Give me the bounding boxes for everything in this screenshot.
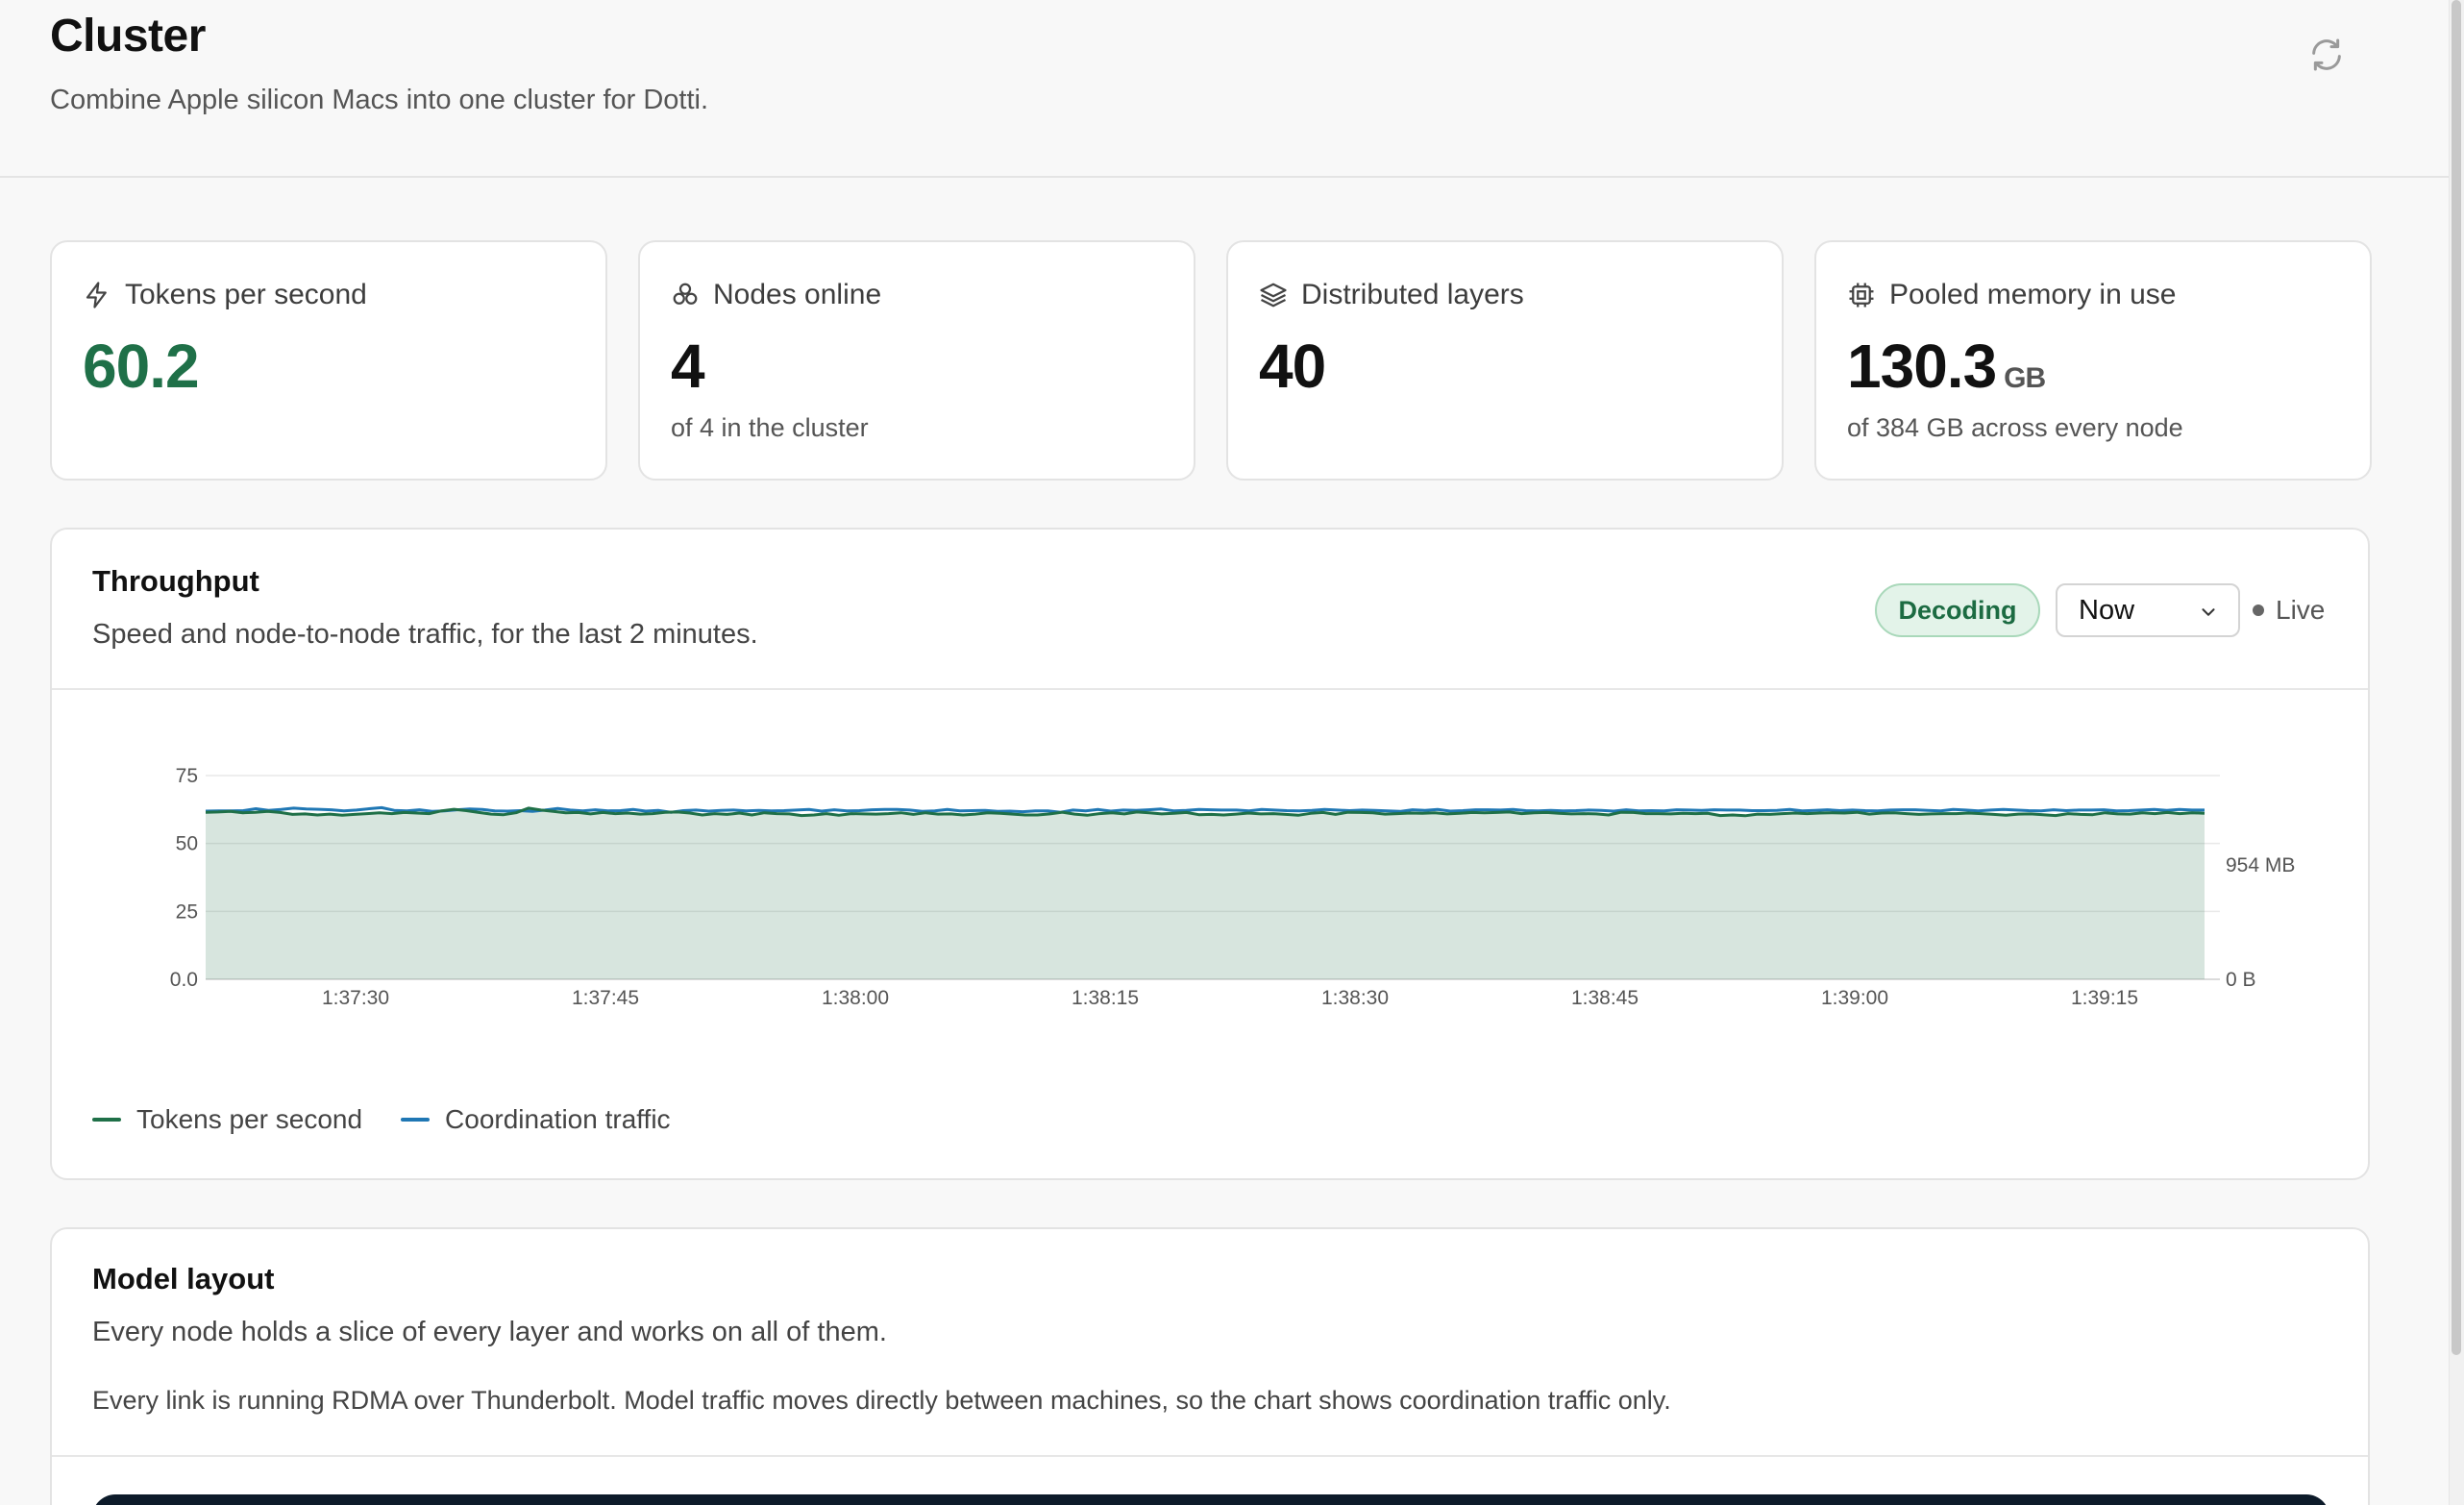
stat-value: 60.2 (83, 332, 200, 401)
stat-subtext: of 384 GB across every node (1847, 413, 2183, 442)
stat-label: Nodes online (713, 279, 882, 310)
throughput-chart: 0.0 25 50 75 0 B 954 MB 1:37:30 1:37:45 1:38:00 1… (170, 765, 2296, 1009)
throughput-title: Throughput (92, 564, 259, 598)
status-badge: Decoding (1875, 583, 2040, 637)
x-tick-label: 1:38:15 (1072, 987, 1139, 1009)
layers-icon (1260, 283, 1287, 308)
stat-card-memory: Pooled memory in use 130.3 GB of 384 GB a… (1814, 240, 2372, 481)
scrollbar-thumb[interactable] (2452, 0, 2461, 1355)
x-tick-label: 1:39:15 (2071, 987, 2138, 1009)
chart-legend: Tokens per second Coordination traffic (92, 1104, 671, 1135)
stat-value: 4 (671, 332, 705, 401)
legend-label: Tokens per second (136, 1104, 363, 1134)
y-tick-label: 50 (176, 833, 198, 855)
throughput-card: Throughput Speed and node-to-node traffi… (50, 528, 2370, 1180)
live-label: Live (2276, 595, 2326, 625)
x-tick-label: 1:37:45 (572, 987, 639, 1009)
y-tick-label: 75 (176, 765, 198, 787)
x-tick-label: 1:38:45 (1571, 987, 1639, 1009)
live-dot-icon (2253, 604, 2264, 616)
model-layout-note: Every link is running RDMA over Thunderb… (92, 1386, 1671, 1415)
stat-value: 130.3 GB (1847, 331, 2046, 402)
y2-tick-label: 954 MB (2226, 854, 2295, 876)
x-tick-label: 1:38:00 (822, 987, 889, 1009)
stat-value: 40 (1259, 332, 1326, 401)
legend-swatch (401, 1118, 431, 1122)
topology-panel (92, 1494, 2329, 1505)
stat-label: Distributed layers (1301, 279, 1524, 310)
divider (52, 688, 2368, 690)
stat-card-tokens: Tokens per second 60.2 (50, 240, 607, 481)
stat-unit: GB (2004, 362, 2046, 394)
series-line-tokens (205, 806, 2205, 818)
stat-number: 130.3 (1847, 332, 1997, 401)
time-range-select[interactable]: Now (2056, 583, 2240, 637)
x-tick-label: 1:37:30 (322, 987, 389, 1009)
legend-item-tokens[interactable]: Tokens per second (92, 1104, 362, 1135)
refresh-button[interactable] (2304, 33, 2349, 77)
throughput-description: Speed and node-to-node traffic, for the … (92, 619, 758, 650)
page-subtitle: Combine Apple silicon Macs into one clus… (50, 85, 709, 115)
time-range-value: Now (2079, 594, 2135, 626)
legend-item-coordination[interactable]: Coordination traffic (401, 1104, 671, 1135)
series-line-coordination (205, 805, 2205, 814)
page-header: Cluster Combine Apple silicon Macs into … (0, 0, 2449, 178)
divider (52, 1455, 2368, 1457)
refresh-icon (2312, 38, 2341, 71)
y-tick-label: 0.0 (170, 969, 198, 991)
legend-label: Coordination traffic (445, 1104, 671, 1134)
model-layout-card: Model layout Every node holds a slice of… (50, 1227, 2370, 1505)
live-indicator: Live (2253, 583, 2325, 637)
model-layout-description: Every node holds a slice of every layer … (92, 1317, 887, 1347)
nodes-icon (673, 283, 698, 305)
model-layout-title: Model layout (92, 1262, 275, 1295)
page-title: Cluster (50, 11, 206, 62)
stat-card-layers: Distributed layers 40 (1226, 240, 1784, 481)
stat-card-nodes: Nodes online 4 of 4 in the cluster (638, 240, 1195, 481)
x-tick-label: 1:38:30 (1321, 987, 1389, 1009)
chip-icon (1849, 283, 1874, 308)
y2-tick-label: 0 B (2226, 969, 2256, 991)
x-tick-label: 1:39:00 (1821, 987, 1888, 1009)
stat-label: Pooled memory in use (1889, 279, 2177, 310)
legend-swatch (92, 1118, 121, 1122)
y-tick-label: 25 (176, 901, 198, 923)
stat-subtext: of 4 in the cluster (671, 413, 869, 442)
chevron-down-icon (2202, 608, 2215, 616)
bolt-icon (86, 282, 107, 308)
stat-label: Tokens per second (125, 279, 367, 310)
series-area-tokens (206, 807, 2205, 979)
